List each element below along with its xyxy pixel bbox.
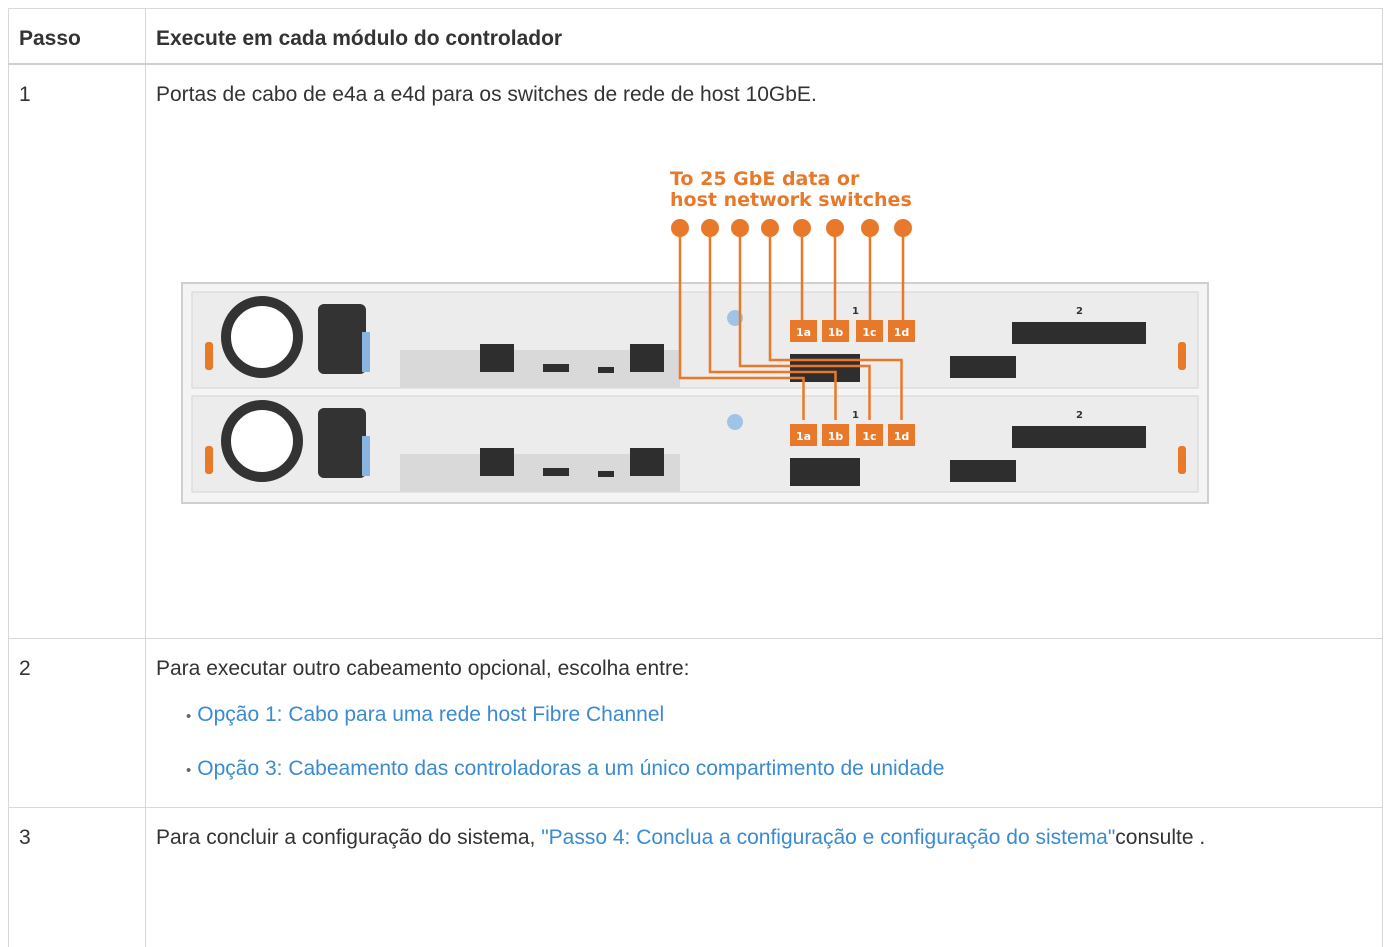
row: 2 Para executar outro cabeamento opciona… bbox=[8, 637, 1383, 808]
list-item: Opção 1: Cabo para uma rede host Fibre C… bbox=[186, 699, 1372, 733]
header-row: Passo Execute em cada módulo do controla… bbox=[8, 8, 1383, 65]
step-text: Para executar outro cabeamento opcional,… bbox=[145, 637, 1383, 808]
step-number: 3 bbox=[8, 806, 146, 947]
text: Portas de cabo de e4a a e4d para os swit… bbox=[156, 83, 817, 106]
list-item: Opção 3: Cabeamento das controladoras a … bbox=[186, 753, 1372, 787]
text: consulte . bbox=[1115, 825, 1206, 849]
step-text: Para concluir a configuração do sistema,… bbox=[145, 806, 1383, 947]
row: 1 Portas de cabo de e4a a e4d para os sw… bbox=[8, 63, 1383, 639]
step-number: 2 bbox=[8, 637, 146, 808]
steps-table: Passo Execute em cada módulo do controla… bbox=[8, 8, 1383, 947]
header-cell: Execute em cada módulo do controlador bbox=[145, 8, 1383, 65]
text: Para executar outro cabeamento opcional,… bbox=[156, 656, 690, 680]
text: Para concluir a configuração do sistema, bbox=[156, 825, 542, 849]
row: 3 Para concluir a configuração do sistem… bbox=[8, 806, 1383, 947]
header-cell: Passo bbox=[8, 8, 146, 65]
step-number: 1 bbox=[8, 63, 146, 639]
step-text: Portas de cabo de e4a a e4d para os swit… bbox=[145, 63, 1383, 639]
link[interactable]: Opção 3: Cabeamento das controladoras a … bbox=[197, 756, 945, 780]
link-list: Opção 1: Cabo para uma rede host Fibre C… bbox=[156, 699, 1372, 787]
link[interactable]: Opção 1: Cabo para uma rede host Fibre C… bbox=[197, 702, 665, 726]
link[interactable]: "Passo 4: Conclua a configuração e confi… bbox=[541, 825, 1116, 849]
